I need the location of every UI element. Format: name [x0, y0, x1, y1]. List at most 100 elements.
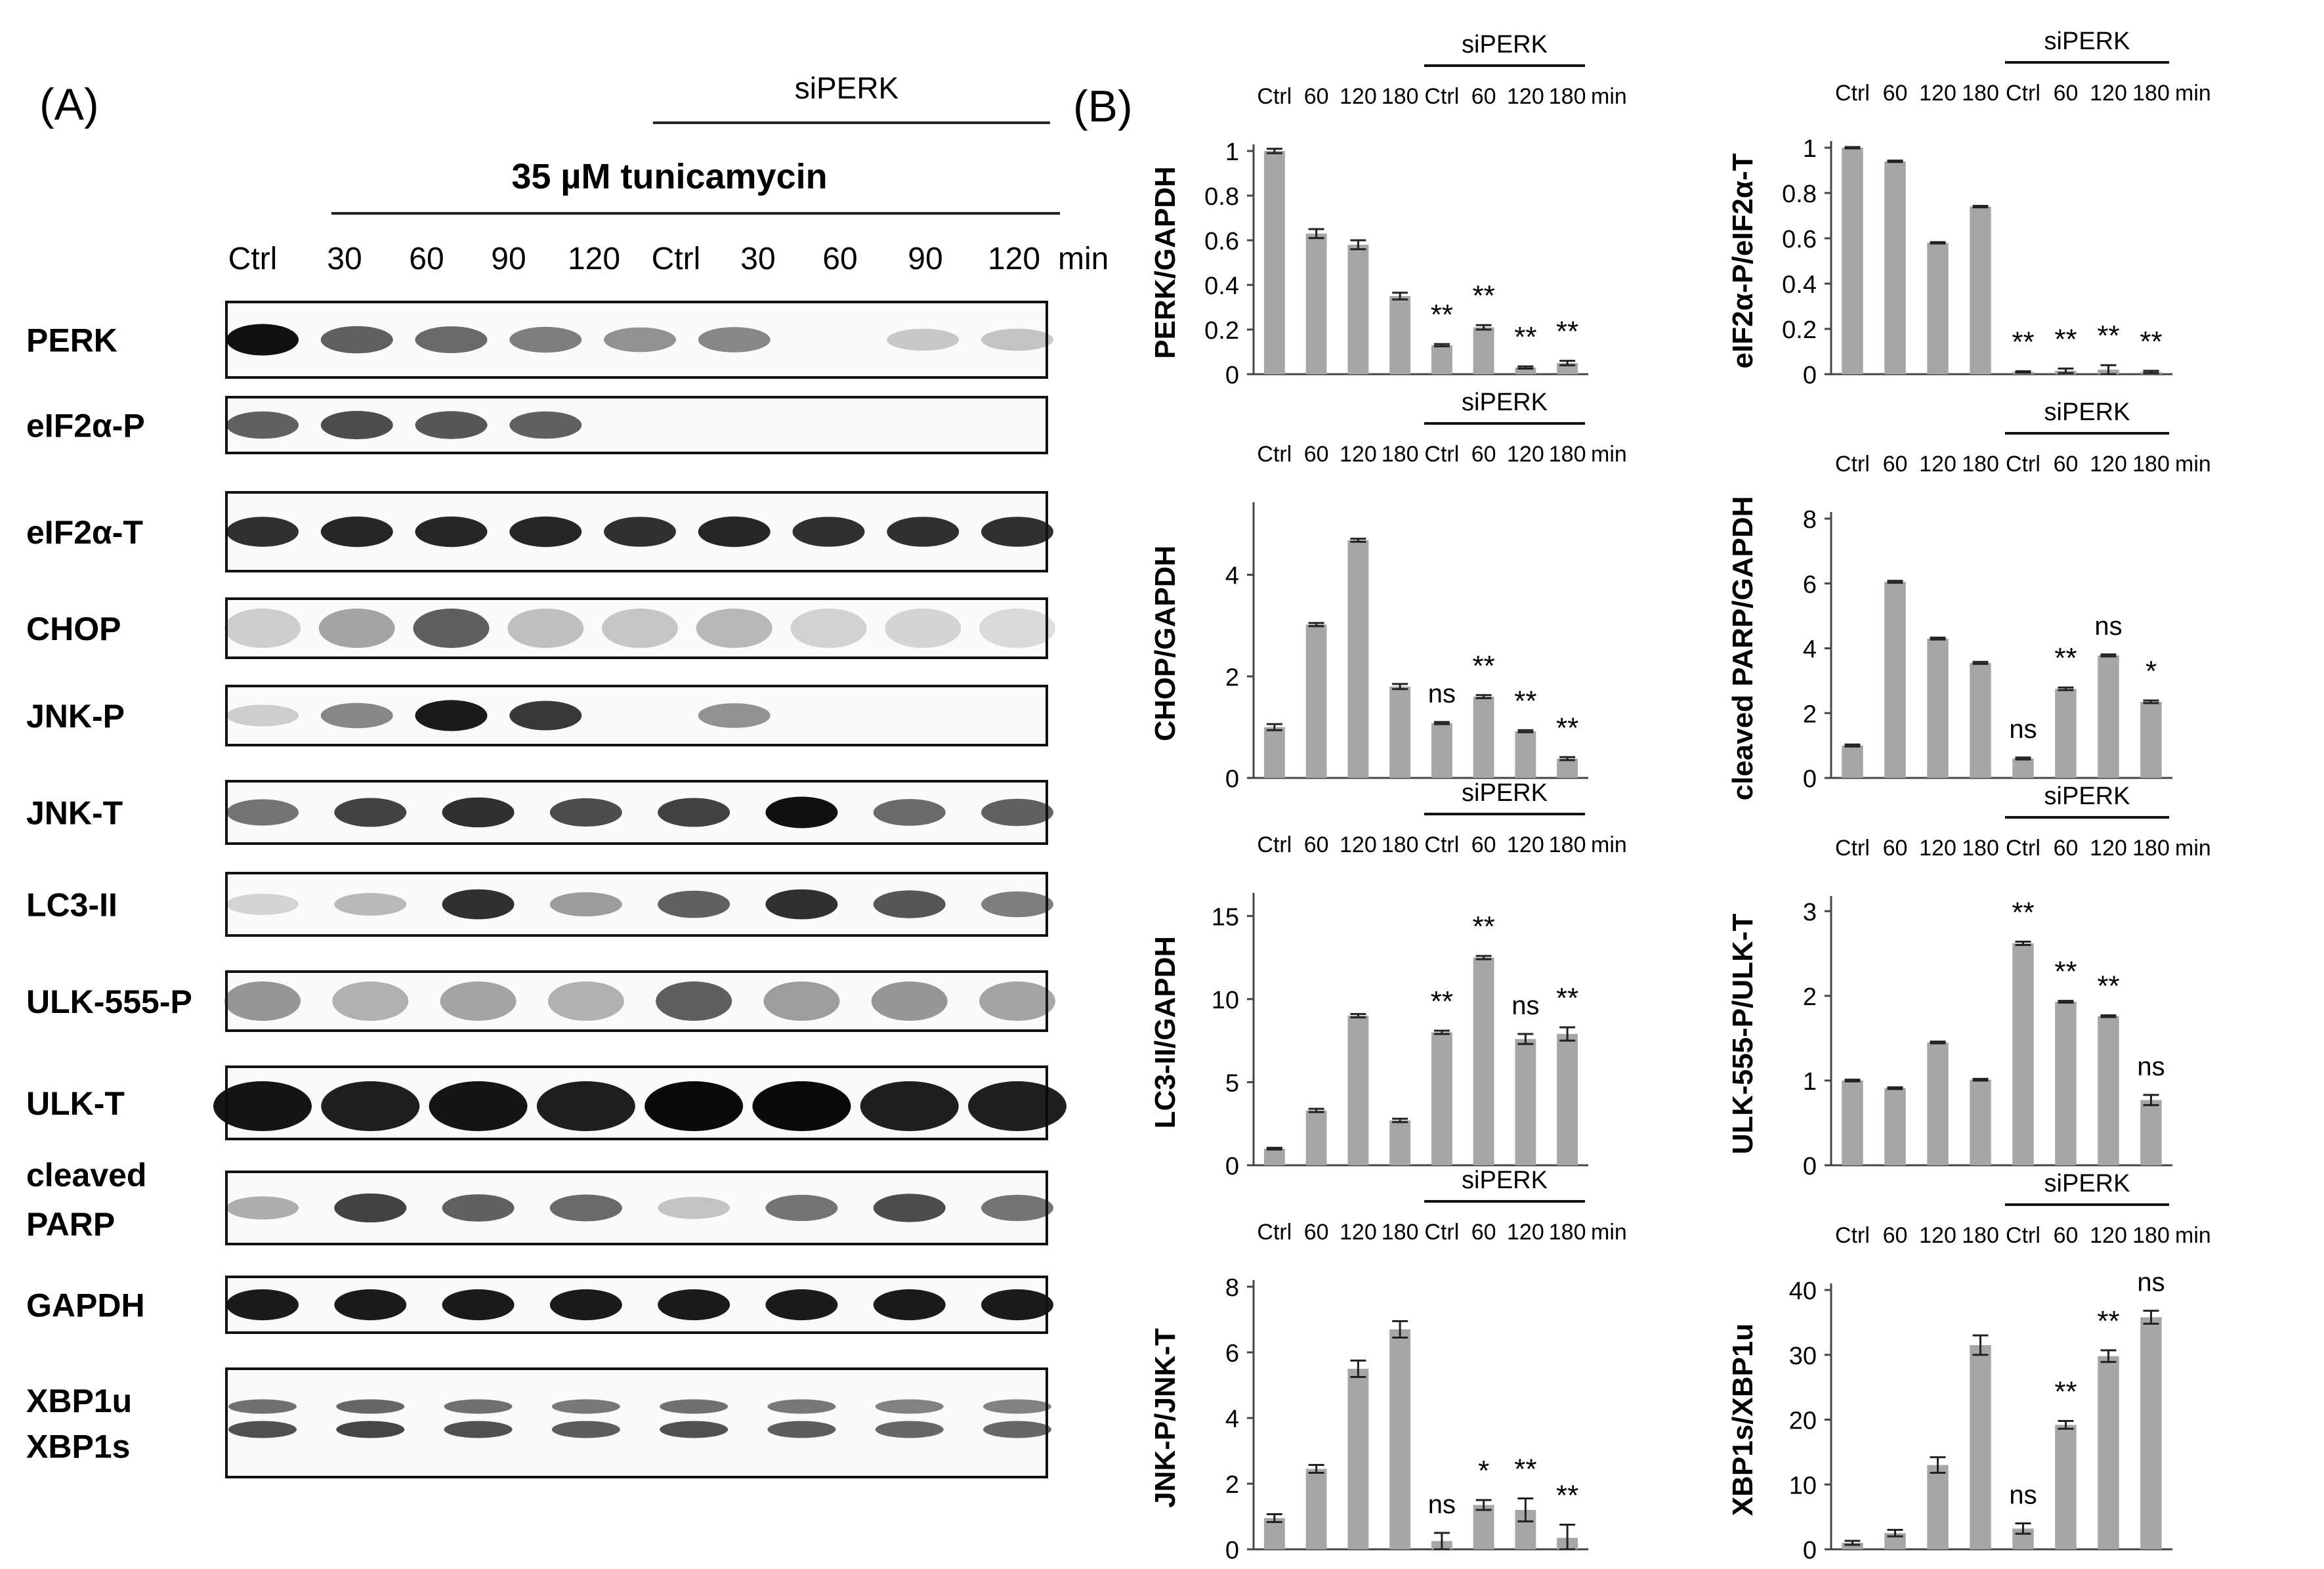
x-unit-label: min: [2175, 452, 2211, 477]
x-tick-label: 120: [1919, 452, 1956, 477]
bar: [2140, 1100, 2162, 1165]
blot-band: [429, 1081, 528, 1131]
y-tick-label: 1: [1225, 139, 1239, 166]
bar: [1473, 697, 1494, 778]
y-axis-label: XBP1s/XBP1u: [1727, 1323, 1759, 1516]
blot-band: [660, 1399, 729, 1414]
blot-band: [873, 1289, 946, 1321]
x-tick-label: 60: [2054, 81, 2079, 106]
blot-band: [549, 892, 622, 916]
blot-band: [696, 609, 772, 648]
significance-mark: ns: [2009, 715, 2037, 744]
bar: [1347, 1016, 1369, 1165]
y-tick-label: 15: [1212, 903, 1239, 931]
bar: [1389, 1120, 1411, 1165]
blot-band: [887, 517, 960, 547]
blot-band: [551, 1421, 620, 1438]
blot-band: [549, 1194, 622, 1222]
blot-band: [979, 981, 1055, 1021]
blot-band: [765, 796, 838, 828]
x-unit-label: min: [1591, 442, 1627, 467]
blot-band: [549, 798, 622, 827]
significance-mark: **: [2097, 970, 2119, 1002]
blot-band: [226, 517, 299, 547]
blot-row: GAPDH: [26, 1276, 1053, 1334]
blot-band: [698, 703, 771, 728]
significance-mark: *: [2145, 655, 2157, 687]
bar: [2055, 1001, 2077, 1165]
blot-row: PERK: [26, 301, 1053, 379]
bar: [1347, 1369, 1369, 1549]
treatment-label: 35 µM tunicamycin: [511, 157, 827, 196]
y-tick-label: 30: [1789, 1343, 1817, 1370]
y-tick-label: 0: [1803, 1153, 1817, 1180]
x-tick-label: Ctrl: [2006, 452, 2040, 477]
blot-band: [767, 1421, 836, 1438]
blot-row: ULK-555-P: [26, 970, 1055, 1032]
bar: [1263, 1518, 1285, 1549]
x-tick-label: 60: [1471, 832, 1496, 857]
bar: [1970, 1079, 1991, 1165]
x-tick-label: 180: [2132, 81, 2170, 106]
blot-label: JNK-T: [26, 795, 123, 832]
blot-band: [320, 516, 393, 548]
y-axis-label: ULK-555-P/ULK-T: [1727, 914, 1759, 1155]
y-tick-label: 1: [1803, 1068, 1817, 1096]
blot-row: cleaved PARP: [26, 1157, 1053, 1245]
sipERK-bracket-label: siPERK: [1462, 779, 1548, 807]
blot-frame: [225, 685, 1048, 746]
bar: [1305, 624, 1327, 778]
x-tick-label: 120: [1919, 836, 1956, 861]
sipERK-bracket-label: siPERK: [2044, 28, 2130, 55]
y-axis-label: LC3-II/GAPDH: [1149, 936, 1181, 1128]
blot-label: XBP1u: [26, 1383, 132, 1419]
bar: [1515, 731, 1536, 778]
lane-labels: Ctrl 30 60 90 120 Ctrl 30 60 90 120: [228, 242, 1040, 276]
x-unit-label: min: [2175, 1223, 2211, 1248]
x-tick-label: 60: [1471, 84, 1496, 109]
y-axis-label: JNK-P/JNK-T: [1149, 1328, 1181, 1508]
bar: [1305, 1469, 1327, 1549]
x-tick-label: 60: [1883, 81, 1908, 106]
blot-band: [752, 1081, 851, 1131]
y-tick-label: 0.4: [1204, 272, 1239, 300]
x-tick-label: Ctrl: [1257, 442, 1292, 467]
bar: [1884, 1088, 1906, 1165]
x-tick-label: Ctrl: [1835, 452, 1870, 477]
x-tick-label: 180: [1549, 442, 1586, 467]
significance-mark: **: [1514, 321, 1536, 353]
x-tick-label: 60: [1883, 1223, 1908, 1248]
x-tick-label: Ctrl: [1424, 1220, 1459, 1245]
y-axis-label: eIF2α-P/eIF2α-T: [1727, 153, 1759, 368]
significance-mark: **: [1473, 911, 1495, 943]
sipERK-bracket-label: siPERK: [2044, 398, 2130, 426]
blot-label: ULK-555-P: [26, 983, 192, 1020]
significance-mark: **: [2140, 326, 2162, 358]
blot-band: [228, 1399, 297, 1414]
bar: [1389, 296, 1411, 374]
blot-band: [792, 517, 865, 547]
lane-label: 90: [491, 242, 526, 276]
y-tick-label: 20: [1789, 1408, 1817, 1435]
blot-row: eIF2α-T: [26, 491, 1053, 572]
blot-band: [213, 1081, 312, 1131]
bar: [1305, 233, 1327, 374]
significance-mark: **: [1556, 316, 1578, 348]
significance-mark: **: [2054, 956, 2077, 988]
blot-band: [442, 1289, 515, 1321]
blot-band: [885, 609, 961, 648]
x-tick-label: Ctrl: [1424, 832, 1459, 857]
x-tick-label: 120: [2090, 1223, 2127, 1248]
blot-label: GAPDH: [26, 1287, 145, 1324]
x-tick-label: 180: [1549, 832, 1586, 857]
y-tick-label: 0: [1225, 1537, 1239, 1564]
bar: [1347, 244, 1369, 374]
x-tick-label: 180: [1549, 1220, 1586, 1245]
bar: [1515, 1039, 1536, 1165]
x-tick-label: Ctrl: [1257, 84, 1292, 109]
